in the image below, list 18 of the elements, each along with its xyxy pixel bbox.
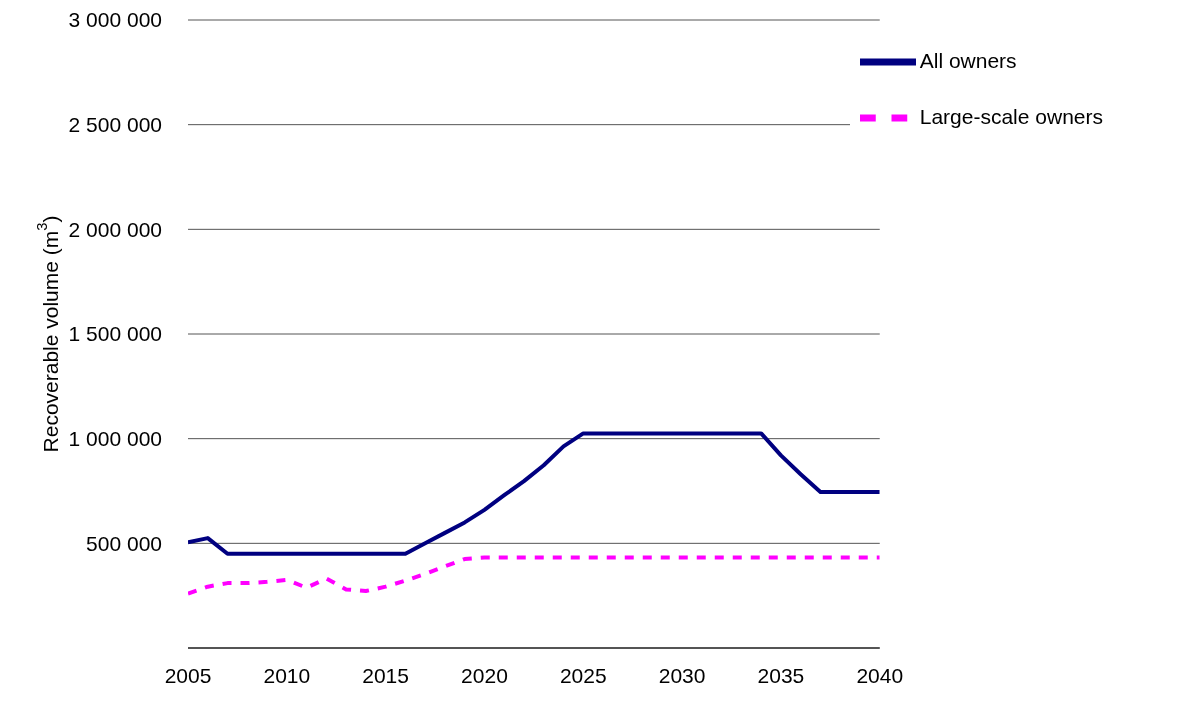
legend-label: All owners — [919, 48, 1017, 72]
y-tick-label: 500 000 — [86, 531, 162, 555]
legend-label: Large-scale owners — [919, 104, 1103, 128]
y-tick-label: 2 000 000 — [68, 217, 162, 241]
x-tick-label: 2005 — [164, 663, 212, 687]
x-tick-label: 2035 — [757, 663, 805, 687]
y-tick-label: 2 500 000 — [68, 113, 162, 137]
y-tick-label: 1 000 000 — [68, 427, 162, 451]
y-tick-label: 3 000 000 — [68, 8, 162, 32]
y-tick-label: 1 500 000 — [68, 322, 162, 346]
x-tick-label: 2010 — [263, 663, 311, 687]
line-series — [188, 431, 880, 556]
x-tick-label: 2040 — [856, 663, 904, 687]
x-tick-label: 2020 — [461, 663, 508, 687]
x-tick-label: 2025 — [559, 663, 607, 687]
line-series — [188, 555, 880, 596]
x-tick-label: 2015 — [362, 663, 409, 687]
x-tick-label: 2030 — [658, 663, 706, 687]
